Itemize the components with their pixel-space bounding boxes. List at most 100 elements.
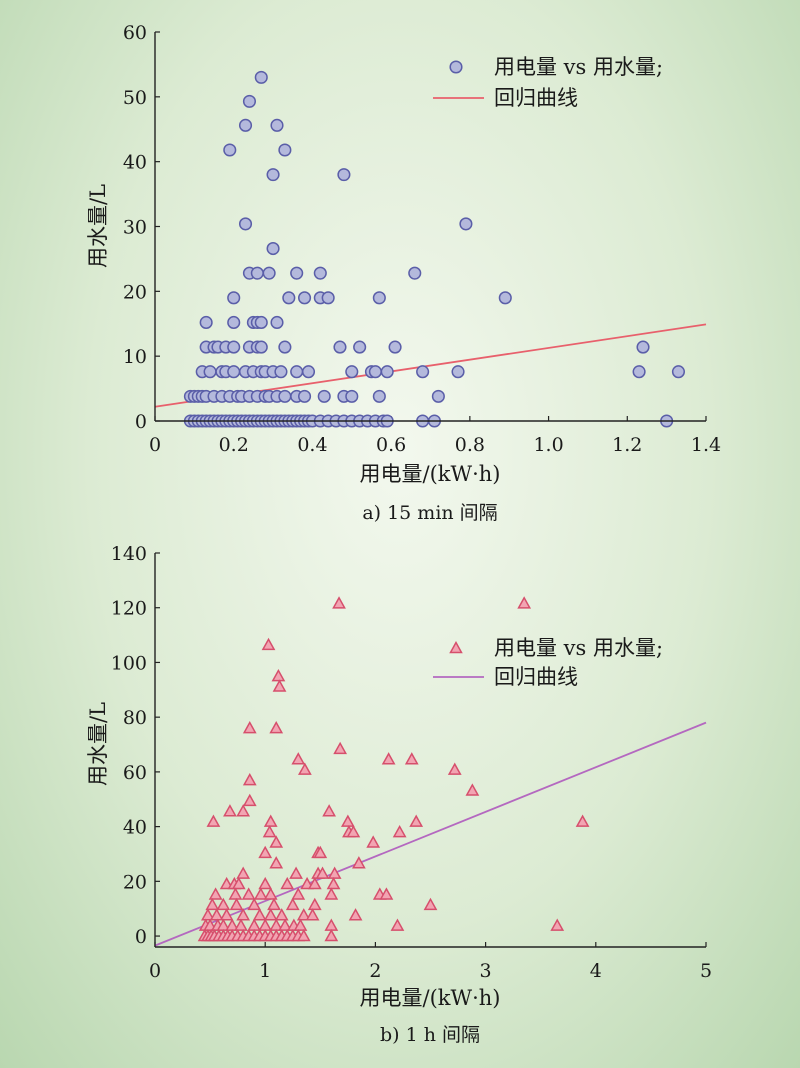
chart-a-point — [282, 291, 296, 305]
chart-b-point — [272, 679, 287, 692]
chart-a-ticks: 0 0.2 0.4 0.6 0.8 1.0 1.2 1.4 0 10 20 30 40 50 60 — [123, 22, 721, 456]
chart-b-point — [241, 887, 256, 900]
chart-b-point — [327, 866, 342, 879]
chart-b-x-tick-label: 5 — [700, 960, 712, 982]
chart-a-point — [317, 389, 331, 403]
chart-a-x-tick-label: 0.2 — [219, 434, 249, 456]
chart-b-x-tick-label: 4 — [590, 960, 602, 982]
chart-b-point — [379, 887, 394, 900]
chart-a-legend-scatter-label: 用电量 vs 用水量; — [494, 55, 663, 79]
chart-b-point — [236, 804, 251, 817]
chart-b-fit-line — [154, 721, 707, 947]
chart-a-caption: a) 15 min 间隔 — [362, 502, 497, 524]
chart-a-point — [227, 365, 241, 379]
chart-a-points — [183, 70, 686, 428]
chart-b-point — [291, 752, 306, 765]
chart-a-point — [203, 365, 217, 379]
chart-b-x-tick-label: 3 — [480, 960, 492, 982]
chart-b-point — [242, 720, 257, 734]
chart-a-legend: 用电量 vs 用水量; 回归曲线 — [433, 55, 663, 110]
chart-b-caption: b) 1 h 间隔 — [380, 1024, 480, 1046]
chart-b-point — [366, 835, 381, 848]
chart-a-point — [345, 365, 359, 379]
chart-a-point — [227, 315, 241, 330]
chart-b-point — [289, 866, 303, 879]
chart-b-point — [348, 908, 363, 921]
chart-b-point — [206, 814, 221, 827]
chart-b-point — [305, 908, 320, 921]
chart-b-point — [252, 908, 267, 921]
chart-b-point — [296, 908, 311, 921]
chart-a-x-tick-label: 0 — [149, 434, 161, 456]
chart-b-point — [423, 897, 438, 911]
chart-b-legend-scatter-label: 用电量 vs 用水量; — [494, 636, 663, 660]
chart-b-point — [261, 637, 276, 651]
chart-b-point — [297, 762, 312, 775]
chart-a-point — [321, 291, 335, 305]
chart-b-point — [242, 772, 257, 786]
chart-b-point — [313, 845, 328, 859]
chart-a-point — [372, 389, 386, 403]
chart-a-point — [290, 266, 304, 280]
chart-b-x-axis-label: 用电量/(kW·h) — [360, 986, 501, 1010]
chart-b-point — [263, 887, 278, 900]
chart-b-point — [216, 897, 231, 911]
chart-a-x-tick-label: 0.8 — [455, 434, 485, 456]
chart-a-x-tick-label: 1.0 — [533, 434, 563, 456]
chart-a-point — [380, 365, 394, 379]
chart-a-legend-line-label: 回归曲线 — [494, 86, 578, 110]
chart-a-point — [278, 143, 292, 157]
chart-a-point — [266, 241, 280, 256]
chart-b-y-tick-label: 120 — [111, 598, 147, 620]
chart-b-point — [381, 752, 396, 765]
chart-b-point — [351, 856, 366, 869]
chart-a-point — [290, 365, 304, 379]
chart-a-y-tick-label: 60 — [123, 22, 147, 44]
chart-b-point — [280, 876, 295, 890]
chart-b-point — [269, 720, 284, 734]
chart-b-point — [291, 887, 306, 900]
chart-b-point — [269, 856, 284, 869]
chart-a-point — [368, 365, 382, 379]
chart-a-y-tick-label: 30 — [123, 217, 147, 239]
chart-b-point — [253, 887, 268, 900]
chart-a-point — [227, 340, 241, 354]
chart-b-point — [332, 596, 346, 609]
chart-b-legend-marker — [449, 640, 463, 654]
chart-b-point — [324, 928, 339, 942]
chart-b-x-tick-label: 0 — [149, 960, 161, 982]
chart-b-ticks: 0 1 2 3 4 5 0 20 40 60 80 100 120 140 — [111, 543, 712, 982]
chart-b-point — [322, 804, 336, 817]
chart-b-point — [242, 793, 257, 807]
chart-b-y-tick-label: 140 — [111, 543, 147, 565]
chart-b-point — [271, 668, 286, 682]
chart-b-point — [324, 918, 339, 931]
chart-b-point — [517, 596, 532, 609]
chart-b-point — [315, 866, 330, 879]
chart-b-point — [228, 887, 243, 900]
chart-a-point — [266, 168, 280, 182]
chart-a-point — [632, 365, 646, 379]
chart-a-point — [408, 266, 422, 280]
chart-a-y-axis-label: 用水量/L — [86, 184, 110, 268]
chart-b-point — [575, 814, 590, 827]
chart-a-point — [254, 315, 268, 330]
chart-b-point — [409, 814, 424, 827]
chart-a-point — [278, 340, 292, 354]
chart-a-point — [337, 168, 351, 182]
chart-a-point — [498, 291, 512, 305]
chart-a-point — [298, 389, 312, 403]
chart-a-point — [262, 266, 276, 280]
chart-a-x-tick-label: 1.4 — [691, 434, 721, 456]
chart-a-point — [333, 340, 347, 354]
chart-b-point — [346, 824, 361, 838]
chart-b-point — [296, 928, 311, 942]
chart-a-y-tick-label: 50 — [123, 87, 147, 109]
chart-b-points — [197, 596, 590, 942]
chart-a-point — [636, 340, 650, 354]
chart-a-point — [274, 365, 288, 379]
chart-b-point — [269, 835, 284, 848]
chart-a-point — [459, 217, 473, 231]
chart-b-point — [324, 887, 339, 900]
